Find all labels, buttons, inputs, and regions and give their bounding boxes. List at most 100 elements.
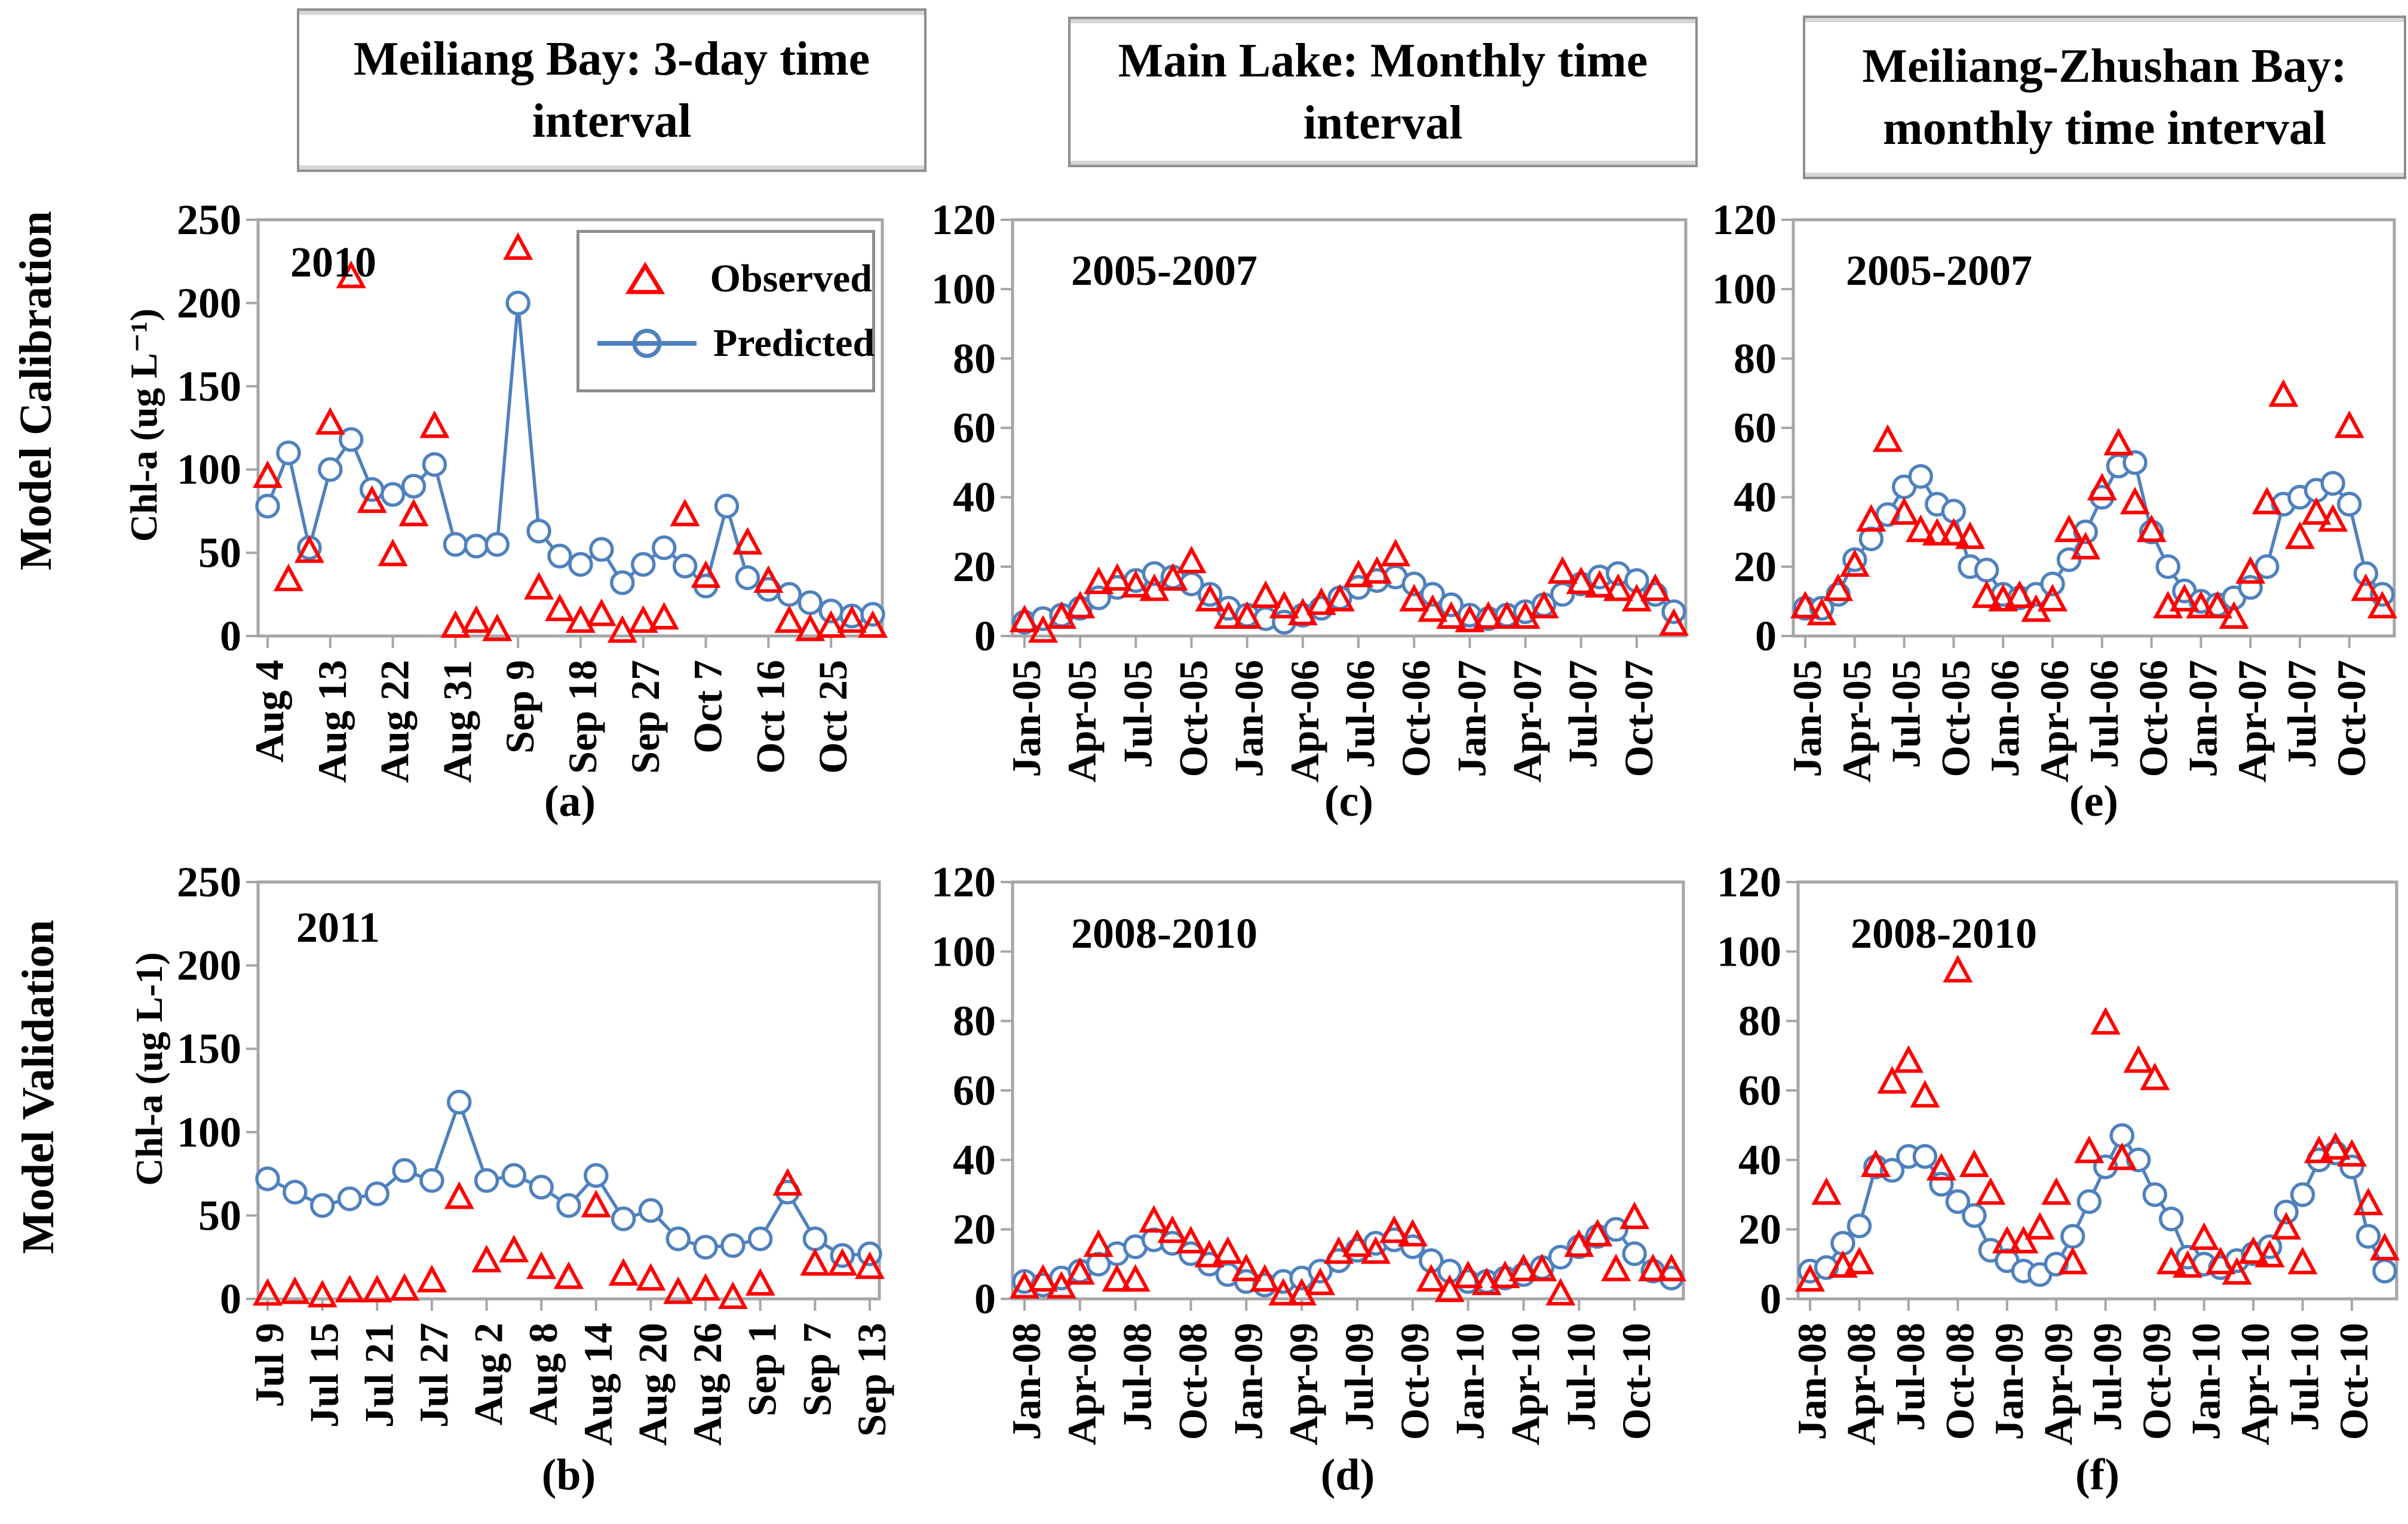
svg-text:Apr-09: Apr-09 <box>1281 1323 1326 1445</box>
svg-text:Apr-05: Apr-05 <box>1059 660 1105 782</box>
svg-text:Oct-08: Oct-08 <box>1170 1323 1215 1440</box>
x-axis-ticks-e: Jan-05 Apr-05 Jul-05 Oct-05 Jan-06 Apr-06 Jul-… <box>1784 636 2374 782</box>
svg-text:Sep 1: Sep 1 <box>740 1323 785 1417</box>
caption-d: (d) <box>1320 1451 1375 1500</box>
svg-text:100: 100 <box>1717 927 1781 975</box>
svg-text:Sep 27: Sep 27 <box>622 660 668 774</box>
legend-box: Observed Predicted <box>576 230 875 392</box>
svg-text:80: 80 <box>953 334 996 382</box>
svg-text:Jan-10: Jan-10 <box>1447 1323 1493 1440</box>
svg-text:40: 40 <box>953 1136 996 1184</box>
svg-text:100: 100 <box>177 445 241 493</box>
svg-text:Jul-06: Jul-06 <box>2081 660 2127 768</box>
svg-text:Aug 2: Aug 2 <box>466 1323 511 1425</box>
svg-text:Oct 16: Oct 16 <box>747 660 793 774</box>
caption-f: (f) <box>2075 1451 2119 1500</box>
header-meiliang-bay: Meiliang Bay: 3-day time interval <box>297 8 927 172</box>
chart-a: 0 50 100 150 200 250 Aug 4 Aug 13 Aug 22 Aug 31 Se… <box>177 196 888 783</box>
y-axis-label-bottom: Chl-a (ug L-1) <box>128 952 170 1186</box>
svg-text:Jul 9: Jul 9 <box>247 1323 292 1408</box>
svg-text:Oct-09: Oct-09 <box>1392 1323 1437 1440</box>
svg-text:Oct-09: Oct-09 <box>2134 1323 2179 1440</box>
svg-text:20: 20 <box>1738 1206 1781 1253</box>
svg-text:Jan-05: Jan-05 <box>1004 660 1049 777</box>
observed-series-c <box>1009 539 1689 643</box>
svg-text:120: 120 <box>1717 858 1781 906</box>
svg-text:Jul-05: Jul-05 <box>1884 660 1929 768</box>
svg-text:Oct-05: Oct-05 <box>1932 660 1978 777</box>
svg-text:Jan-07: Jan-07 <box>2180 660 2225 777</box>
svg-text:Oct 25: Oct 25 <box>810 660 855 774</box>
year-label-b: 2011 <box>296 904 381 951</box>
year-label-c: 2005-2007 <box>1071 247 1257 294</box>
svg-text:Sep 18: Sep 18 <box>560 660 605 774</box>
svg-text:Jul-10: Jul-10 <box>2282 1323 2327 1431</box>
svg-text:0: 0 <box>220 1275 241 1323</box>
svg-text:Apr-06: Apr-06 <box>2032 660 2077 782</box>
caption-a: (a) <box>544 777 596 826</box>
caption-e: (e) <box>2069 777 2119 826</box>
y-axis-label-top: Chl-a (ug L⁻¹) <box>122 308 165 542</box>
svg-text:Oct-10: Oct-10 <box>2331 1323 2376 1440</box>
year-label-d: 2008-2010 <box>1071 910 1257 957</box>
svg-text:Jan-09: Jan-09 <box>1986 1323 2032 1440</box>
svg-text:Apr-09: Apr-09 <box>2035 1323 2081 1445</box>
x-axis-ticks-c: Jan-05 Apr-05 Jul-05 Oct-05 Jan-06 Apr-06 Jul-… <box>1004 636 1661 782</box>
svg-text:200: 200 <box>177 279 241 327</box>
legend-observed-label: Observed <box>710 256 872 300</box>
svg-text:Jul-07: Jul-07 <box>2279 660 2324 768</box>
year-label-a: 2010 <box>290 238 376 286</box>
svg-text:40: 40 <box>1734 474 1777 521</box>
svg-text:0: 0 <box>1755 612 1777 660</box>
y-axis-ticks-a: 0 50 100 150 200 250 <box>177 196 258 660</box>
svg-text:Apr-10: Apr-10 <box>1502 1323 1548 1445</box>
svg-text:0: 0 <box>974 1275 996 1323</box>
svg-text:Jan-05: Jan-05 <box>1784 660 1830 777</box>
svg-text:200: 200 <box>177 942 241 990</box>
svg-text:20: 20 <box>1734 543 1777 591</box>
plot-frame-b <box>256 880 881 1301</box>
y-axis-ticks-e: 0 20 40 60 80 100 120 <box>1712 196 1793 660</box>
svg-text:60: 60 <box>1738 1067 1781 1114</box>
svg-text:Jul-09: Jul-09 <box>2085 1323 2130 1431</box>
svg-text:40: 40 <box>953 474 996 521</box>
svg-text:Sep 13: Sep 13 <box>849 1323 894 1437</box>
svg-text:Jan-10: Jan-10 <box>2183 1323 2229 1440</box>
svg-text:120: 120 <box>931 196 996 244</box>
svg-text:Jul-06: Jul-06 <box>1338 660 1383 768</box>
svg-text:Jan-08: Jan-08 <box>1789 1323 1835 1440</box>
svg-text:60: 60 <box>1734 404 1777 452</box>
svg-text:250: 250 <box>177 858 241 906</box>
row-label-model-validation: Model Validation <box>13 920 63 1254</box>
header-main-lake: Main Lake: Monthly time interval <box>1068 17 1698 167</box>
svg-text:80: 80 <box>953 997 996 1045</box>
svg-text:20: 20 <box>953 1206 996 1253</box>
svg-text:Oct-06: Oct-06 <box>2131 660 2176 777</box>
svg-text:0: 0 <box>1760 1275 1781 1323</box>
svg-text:100: 100 <box>177 1108 241 1156</box>
svg-text:Aug 4: Aug 4 <box>247 660 292 763</box>
svg-text:Oct 7: Oct 7 <box>685 660 731 754</box>
x-axis-ticks-f: Jan-08 Apr-08 Jul-08 Oct-08 Jan-09 Apr-09 Jul-… <box>1789 1299 2376 1445</box>
svg-text:20: 20 <box>953 543 996 591</box>
svg-text:Jul-10: Jul-10 <box>1558 1323 1603 1431</box>
y-axis-ticks-c: 0 20 40 60 80 100 120 <box>931 196 1013 660</box>
svg-text:Jul-09: Jul-09 <box>1336 1323 1382 1431</box>
y-axis-ticks-d: 0 20 40 60 80 100 120 <box>931 858 1013 1323</box>
svg-text:Jul-08: Jul-08 <box>1115 1323 1160 1431</box>
svg-text:50: 50 <box>198 529 241 577</box>
svg-text:Oct-08: Oct-08 <box>1937 1323 1982 1440</box>
svg-text:Apr-07: Apr-07 <box>2229 660 2275 782</box>
svg-text:60: 60 <box>953 404 996 452</box>
row-label-model-calibration: Model Calibration <box>10 211 61 570</box>
svg-text:80: 80 <box>1738 997 1781 1045</box>
svg-text:Jul 27: Jul 27 <box>411 1323 456 1428</box>
svg-text:Oct-05: Oct-05 <box>1171 660 1216 777</box>
observed-series-b <box>252 1167 885 1309</box>
svg-text:150: 150 <box>177 362 241 410</box>
svg-text:Aug 13: Aug 13 <box>309 660 355 783</box>
